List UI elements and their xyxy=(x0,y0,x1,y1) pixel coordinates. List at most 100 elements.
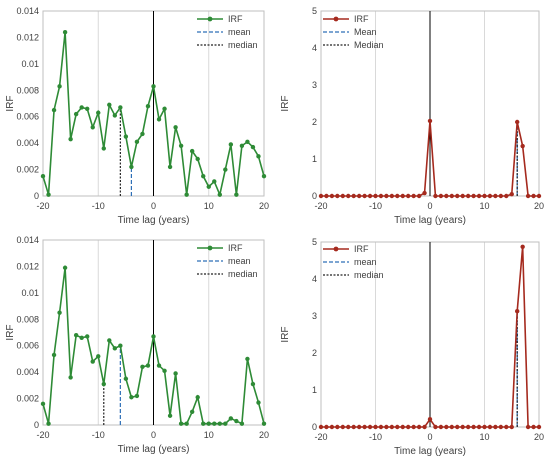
data-point xyxy=(46,192,51,197)
x-tick-label: -20 xyxy=(36,430,49,440)
data-point xyxy=(217,192,222,197)
data-point xyxy=(118,343,123,348)
chart-svg: 0 0.002 0.004 0.006 0.008 0.01 0.012 0.014 -20 -1… xyxy=(5,6,269,226)
legend-label: IRF xyxy=(354,14,369,24)
data-point xyxy=(189,148,195,154)
y-tick-label: 5 xyxy=(312,6,317,16)
data-point xyxy=(156,117,162,122)
data-point xyxy=(455,193,460,199)
data-point xyxy=(195,395,200,400)
data-point xyxy=(206,421,211,426)
data-point xyxy=(335,193,340,199)
legend-label: Median xyxy=(354,40,384,50)
legend: IRF mean median xyxy=(323,244,384,280)
x-axis-label: Time lag (years) xyxy=(118,444,190,455)
x-tick-label: 0 xyxy=(427,201,432,211)
data-point xyxy=(493,193,498,199)
data-point xyxy=(118,105,123,110)
data-point xyxy=(362,424,367,430)
data-point xyxy=(129,164,134,170)
x-tick-label: 20 xyxy=(259,201,269,211)
data-point xyxy=(525,424,531,430)
data-point xyxy=(79,335,84,340)
data-point xyxy=(356,193,362,199)
data-point xyxy=(85,106,90,111)
data-point xyxy=(509,424,514,430)
y-axis-label: IRF xyxy=(280,95,291,111)
data-point xyxy=(455,424,460,430)
data-point xyxy=(239,421,245,426)
data-point xyxy=(411,424,416,430)
data-point xyxy=(68,136,73,142)
data-point xyxy=(487,193,493,199)
data-point xyxy=(367,424,373,430)
data-point xyxy=(245,356,250,362)
data-point xyxy=(134,139,140,145)
legend-swatch-marker xyxy=(207,245,213,251)
x-axis-label: Time lag (years) xyxy=(394,446,466,457)
chart-svg: 0 0.002 0.004 0.006 0.008 0.01 0.012 0.014 -20 -1… xyxy=(5,235,269,455)
y-tick-label: 0.008 xyxy=(16,85,39,95)
data-point xyxy=(201,421,206,426)
data-point xyxy=(51,352,57,358)
x-axis-label: Time lag (years) xyxy=(394,215,466,226)
data-point xyxy=(234,418,239,424)
chart-top-left: 0 0.002 0.004 0.006 0.008 0.01 0.012 0.014 -20 -1… xyxy=(0,0,275,231)
data-point xyxy=(250,381,256,387)
data-point xyxy=(373,424,378,430)
data-point xyxy=(250,144,256,150)
data-point xyxy=(460,424,465,430)
data-point xyxy=(256,154,261,159)
data-point xyxy=(438,424,444,430)
data-point xyxy=(178,143,184,148)
data-point xyxy=(400,424,405,430)
data-point xyxy=(515,308,520,314)
data-point xyxy=(324,193,329,199)
data-point xyxy=(465,424,471,430)
data-point xyxy=(206,184,211,189)
y-tick-label: 0 xyxy=(34,420,39,430)
x-tick-label: -20 xyxy=(314,432,327,442)
data-point xyxy=(195,156,200,162)
data-point xyxy=(498,193,504,199)
data-point xyxy=(536,424,542,430)
chart-bottom-right: 0 1 2 3 4 5 -20 -10 0 10 20 Time lag (years) IRF IRF m… xyxy=(275,231,550,462)
y-tick-label: 1 xyxy=(312,385,317,395)
data-point xyxy=(57,84,62,89)
y-tick-label: 4 xyxy=(312,274,317,284)
y-axis-label: IRF xyxy=(5,95,16,111)
chart-svg: 0 1 2 3 4 5 -20 -10 0 10 20 Time lag (years) IRF IRF M… xyxy=(280,6,544,226)
legend-swatch-marker xyxy=(333,16,339,22)
data-point xyxy=(256,400,261,405)
y-tick-label: 0.006 xyxy=(16,341,39,351)
data-point xyxy=(482,193,487,199)
data-point xyxy=(261,173,267,179)
x-tick-label: -10 xyxy=(92,430,105,440)
data-point xyxy=(346,193,351,199)
data-point xyxy=(346,424,351,430)
data-point xyxy=(101,381,106,387)
data-point xyxy=(498,424,504,430)
data-point xyxy=(384,193,389,199)
y-tick-label: 3 xyxy=(312,311,317,321)
y-axis-label: IRF xyxy=(280,326,291,342)
x-tick-label: 20 xyxy=(534,432,544,442)
data-point xyxy=(487,424,493,430)
data-point xyxy=(531,193,536,199)
data-point xyxy=(433,424,438,430)
y-tick-label: 0.012 xyxy=(16,32,39,42)
y-tick-label: 0.014 xyxy=(16,6,39,16)
data-point xyxy=(515,119,520,125)
x-axis-label: Time lag (years) xyxy=(118,215,190,226)
legend-label: mean xyxy=(228,256,251,266)
data-point xyxy=(318,424,324,430)
y-tick-label: 0.006 xyxy=(16,112,39,122)
chart-top-right: 0 1 2 3 4 5 -20 -10 0 10 20 Time lag (years) IRF IRF M… xyxy=(275,0,550,231)
data-point xyxy=(107,102,112,108)
data-point xyxy=(201,173,206,179)
y-tick-label: 0.008 xyxy=(16,314,39,324)
data-point xyxy=(422,424,427,430)
data-point xyxy=(351,424,356,430)
y-tick-label: 0.004 xyxy=(16,138,39,148)
data-point xyxy=(156,363,162,368)
